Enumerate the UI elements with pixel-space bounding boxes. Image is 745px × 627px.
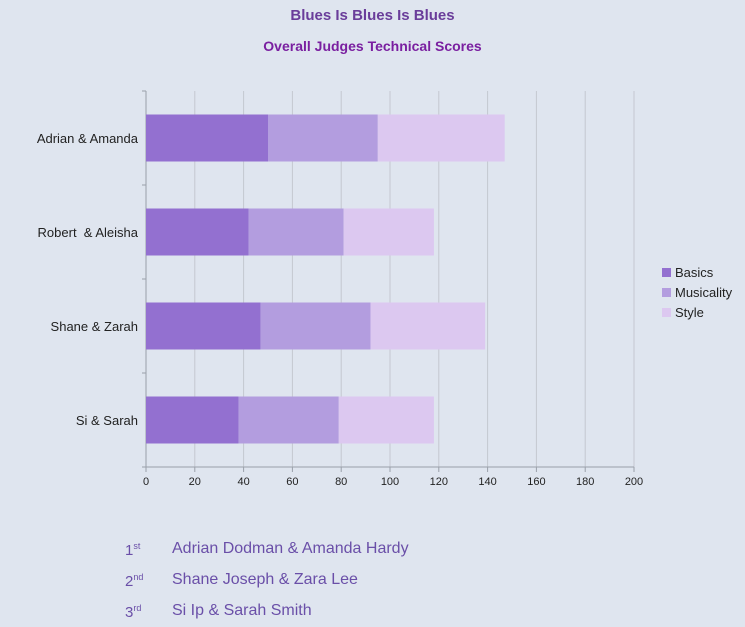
chart-subtitle: Overall Judges Technical Scores (263, 38, 482, 54)
bar-basics-3 (146, 396, 239, 444)
chart-legend: Basics Musicality Style (662, 262, 732, 322)
bar-style-0 (377, 114, 505, 162)
bar-style-2 (370, 302, 486, 350)
y-category-label: Adrian & Amanda (37, 131, 139, 146)
result-names: Adrian Dodman & Amanda Hardy (172, 540, 409, 557)
bar-musicality-3 (238, 396, 339, 444)
y-category-label: Si & Sarah (76, 413, 138, 428)
x-tick-label: 120 (430, 476, 448, 488)
x-tick-label: 80 (335, 476, 347, 488)
legend-label-basics: Basics (675, 264, 714, 280)
bar-musicality-0 (268, 114, 378, 162)
bar-basics-2 (146, 302, 261, 350)
bar-basics-1 (146, 208, 249, 256)
x-tick-label: 100 (381, 476, 399, 488)
result-names: Shane Joseph & Zara Lee (172, 571, 358, 588)
legend-swatch-basics (662, 267, 671, 277)
bar-style-1 (343, 208, 434, 256)
result-place: 1st (125, 541, 141, 559)
legend-swatch-style (662, 307, 671, 317)
result-names: Si Ip & Sarah Smith (172, 602, 312, 619)
bar-musicality-2 (260, 302, 371, 350)
x-tick-label: 0 (143, 476, 149, 488)
y-category-label: Robert & Aleisha (38, 225, 139, 240)
x-tick-label: 20 (189, 476, 201, 488)
legend-item-style: Style (662, 302, 732, 322)
legend-label-style: Style (675, 304, 704, 320)
x-tick-label: 40 (237, 476, 249, 488)
legend-item-musicality: Musicality (662, 282, 732, 302)
y-category-label: Shane & Zarah (51, 319, 138, 334)
x-tick-label: 180 (576, 476, 594, 488)
bar-basics-0 (146, 114, 268, 162)
legend-label-musicality: Musicality (675, 284, 733, 300)
bar-musicality-1 (248, 208, 344, 256)
x-tick-label: 200 (625, 476, 643, 488)
x-tick-label: 140 (478, 476, 496, 488)
bar-style-3 (338, 396, 434, 444)
legend-swatch-musicality (662, 287, 671, 297)
result-first: 1st Adrian Dodman & Amanda Hardy (120, 540, 520, 564)
x-tick-label: 60 (286, 476, 298, 488)
legend-item-basics: Basics (662, 262, 732, 282)
chart-title: Blues Is Blues Is Blues (290, 7, 455, 24)
result-third: 3rd Si Ip & Sarah Smith (120, 602, 520, 626)
result-second: 2nd Shane Joseph & Zara Lee (120, 571, 520, 595)
result-place: 2nd (125, 572, 144, 590)
result-place: 3rd (125, 603, 142, 621)
x-tick-label: 160 (527, 476, 545, 488)
